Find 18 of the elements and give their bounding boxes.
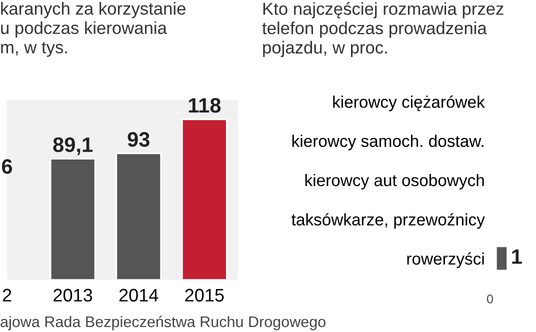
x-tick-label: 2013 — [54, 288, 92, 302]
y-tick-label: kierowcy ciężarówek — [333, 95, 485, 112]
x-tick-label: 2 — [2, 288, 12, 302]
y-tick-label: kierowcy aut osobowych — [305, 174, 484, 190]
data-label: 1 — [512, 249, 522, 264]
text: 6 — [2, 159, 12, 174]
data-label: 93 — [128, 132, 150, 147]
x-tick-label: 2015 — [185, 288, 224, 302]
y-tick-label: taksówkarze, przewoźnicy — [292, 213, 485, 229]
x-tick-label: 2014 — [119, 288, 158, 302]
y-tick-label: kierowcy samoch. dostaw. — [292, 134, 484, 150]
y-tick-label: rowerzyści — [407, 252, 484, 268]
chart-title: karanych za korzystanie u podczas kierowania m, w tys. — [1, 2, 186, 57]
data-label: 89,1 — [53, 137, 93, 156]
data-label: 118 — [188, 98, 221, 113]
chart-title: Kto najczęściej rozmawia przez telefon podczas prowadzenia pojazdu, w proc. — [262, 2, 504, 58]
text: ajowa Rada Bezpieczeństwa Ruchu Drogowego — [0, 316, 326, 330]
text: 0 — [487, 294, 493, 304]
